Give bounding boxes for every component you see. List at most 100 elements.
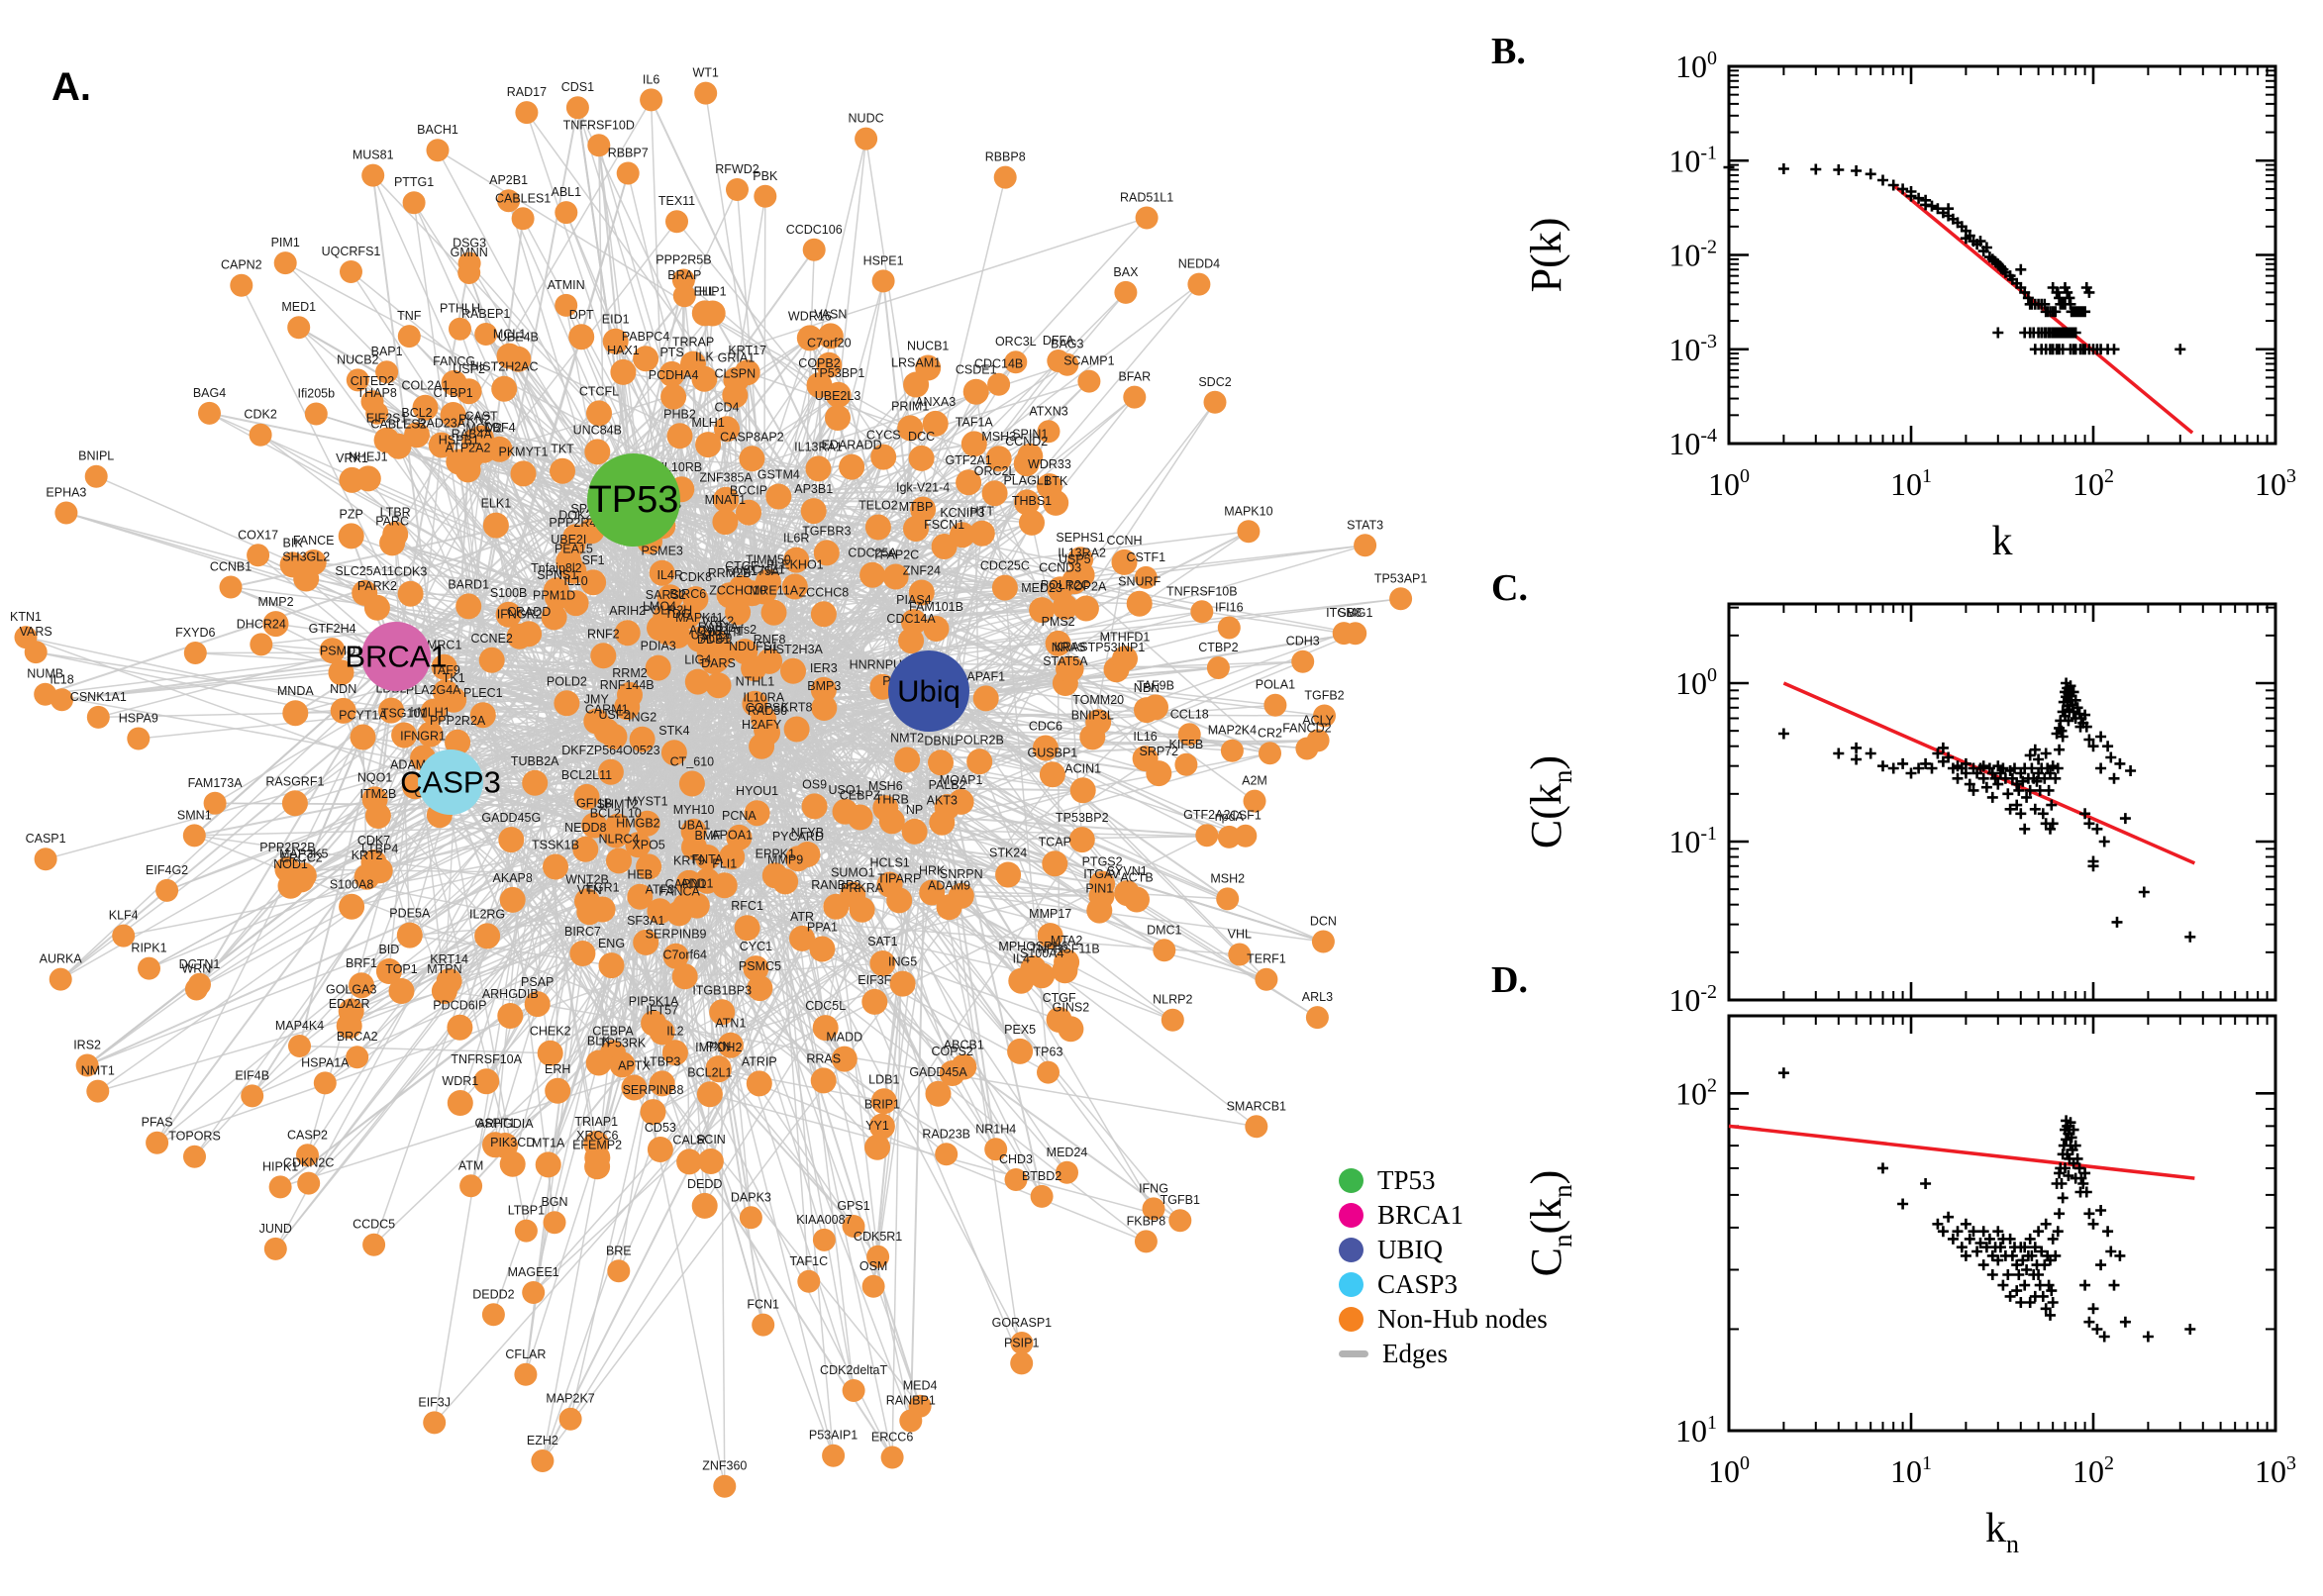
network-node <box>554 690 580 717</box>
node-label: ITM2B <box>359 787 396 801</box>
node-label: PABPC4 <box>622 330 669 344</box>
node-label: KCNIP3 <box>940 506 984 520</box>
network-node <box>928 749 954 776</box>
node-label: IL6R <box>783 532 809 546</box>
fit-line <box>1892 183 2194 435</box>
node-label: VHL <box>1228 928 1252 942</box>
node-label: MAP2K4 <box>1208 724 1257 738</box>
network-node <box>273 251 297 275</box>
legend-node-swatch <box>1339 1167 1364 1193</box>
network-node <box>496 343 523 369</box>
network-node <box>138 956 160 980</box>
network-node <box>822 1444 846 1467</box>
network-node <box>864 514 891 541</box>
network-node <box>1010 1351 1034 1375</box>
network-node <box>86 1079 110 1103</box>
node-label: WDR1 <box>442 1074 478 1088</box>
node-label: STK4 <box>658 724 689 738</box>
node-label: TNFRSF10D <box>563 118 635 132</box>
node-label: TAF9B <box>1137 678 1174 692</box>
network-node <box>614 694 641 721</box>
network-graph: PRIM1 NHEJ1 CSTF1 KLF4 TFAP2C HIST2H3A HIST2H2… <box>10 66 1427 1498</box>
node-label: FXYD6 <box>175 626 215 640</box>
node-label: PEA15 <box>555 543 593 556</box>
legend-item-brca1: BRCA1 <box>1339 1200 1548 1230</box>
network-node <box>54 501 78 525</box>
node-label: IMPDH2 <box>695 1041 742 1054</box>
node-label: GUSBP1 <box>1028 746 1078 759</box>
node-label: MNAT1 <box>705 493 746 507</box>
hub-node-tp53 <box>587 453 680 547</box>
node-label: PKN2 <box>458 412 491 426</box>
node-label: PSIP1 <box>1004 1336 1039 1349</box>
node-label: HTT <box>970 505 995 519</box>
network-node <box>817 323 844 349</box>
network-edge <box>699 639 1325 717</box>
network-edge <box>730 1045 835 1456</box>
node-label: PFAS <box>142 1116 173 1130</box>
network-node <box>182 824 206 848</box>
network-node <box>972 685 999 712</box>
network-node <box>498 827 525 853</box>
node-label: TIPARP <box>877 871 921 885</box>
node-label: BNIP3L <box>1071 708 1114 722</box>
node-label: IL2RG <box>469 907 505 921</box>
node-label: RABEP1 <box>461 307 510 321</box>
network-node <box>694 867 721 894</box>
network-node <box>929 809 956 836</box>
network-node <box>581 812 608 839</box>
node-label: ATMIN <box>548 278 585 292</box>
legend-item-non-hub-nodes: Non-Hub nodes <box>1339 1303 1548 1334</box>
network-node <box>736 499 761 526</box>
node-label: S100A4 <box>1020 947 1064 960</box>
network-edge <box>468 605 1065 684</box>
node-label: S100B <box>490 586 528 600</box>
network-edge <box>718 1067 1147 1243</box>
hub-nodes: TP53 BRCA1 Ubiq CASP3 <box>345 453 969 815</box>
network-edge <box>1091 561 1126 738</box>
network-node <box>802 238 826 261</box>
network-node <box>908 579 935 606</box>
network-node <box>616 161 640 185</box>
legend-node-swatch <box>1339 1237 1364 1262</box>
network-node <box>676 1148 703 1175</box>
network-node <box>112 924 136 948</box>
y-tick-label: 102 <box>1675 1074 1717 1111</box>
legend-node-swatch <box>1339 1271 1364 1297</box>
network-edge <box>395 655 539 1005</box>
node-label: TOPORS <box>168 1130 221 1144</box>
network-edge <box>718 1068 884 1103</box>
network-edge <box>324 911 590 1084</box>
network-node <box>412 394 439 421</box>
network-node <box>810 601 837 628</box>
node-label: ACLY <box>1302 713 1334 727</box>
node-label: CD53 <box>645 1121 676 1135</box>
node-label: RAD17 <box>507 85 547 99</box>
node-label: KRT8 <box>781 701 813 715</box>
node-label: PRKRA <box>841 881 884 895</box>
network-node <box>739 446 765 472</box>
network-node <box>694 81 718 105</box>
x-tick-label: 102 <box>2072 1452 2114 1489</box>
node-label: XPO5 <box>632 838 664 851</box>
network-node <box>346 368 369 392</box>
node-label: MAP2K7 <box>546 1392 594 1406</box>
node-label: MYH10 <box>673 803 715 817</box>
network-edge <box>661 576 897 1084</box>
node-label: TKT <box>551 443 574 456</box>
network-node <box>375 958 402 984</box>
network-node <box>1134 697 1160 724</box>
node-label: EZH2 <box>527 1434 558 1447</box>
legend-edge-swatch <box>1339 1349 1368 1357</box>
legend-label: Non-Hub nodes <box>1377 1303 1548 1334</box>
node-label: TK1 <box>443 671 465 685</box>
network-node <box>899 1409 923 1433</box>
node-label: SHMT2 <box>597 798 639 812</box>
network-node <box>268 1175 292 1199</box>
network-node <box>641 1010 667 1037</box>
x-tick-label: 101 <box>1890 1452 1932 1489</box>
network-node <box>297 1171 321 1195</box>
network-node <box>481 1303 505 1327</box>
node-label: DEDD2 <box>472 1287 514 1301</box>
